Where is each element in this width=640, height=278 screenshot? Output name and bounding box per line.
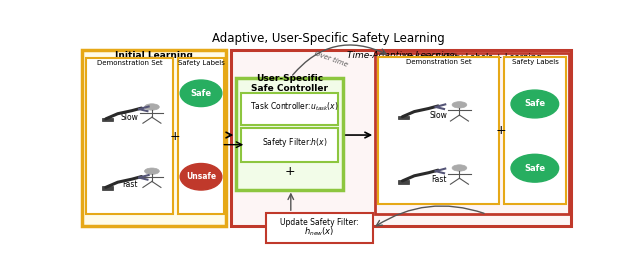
- FancyBboxPatch shape: [241, 128, 338, 162]
- FancyBboxPatch shape: [236, 78, 343, 190]
- Text: Update Safety Labels + Learning: Update Safety Labels + Learning: [403, 53, 541, 63]
- Text: Over time: Over time: [314, 51, 349, 68]
- FancyBboxPatch shape: [231, 51, 571, 226]
- Text: Unsafe: Unsafe: [186, 172, 216, 181]
- Text: Adaptive, User-Specific Safety Learning: Adaptive, User-Specific Safety Learning: [212, 32, 444, 45]
- Text: Fast: Fast: [431, 175, 446, 185]
- Text: Demonstration Set: Demonstration Set: [97, 60, 162, 66]
- FancyBboxPatch shape: [102, 186, 113, 190]
- Ellipse shape: [511, 154, 559, 182]
- Text: Safety Filter:$h(x)$: Safety Filter:$h(x)$: [262, 136, 327, 149]
- Text: $h_{new}(x)$: $h_{new}(x)$: [304, 226, 335, 238]
- Text: Time-Adaptive Learning: Time-Adaptive Learning: [348, 51, 455, 60]
- FancyBboxPatch shape: [399, 116, 410, 119]
- FancyBboxPatch shape: [399, 180, 410, 183]
- Text: +: +: [170, 130, 180, 143]
- FancyBboxPatch shape: [375, 53, 568, 214]
- Circle shape: [452, 165, 467, 171]
- FancyBboxPatch shape: [504, 57, 566, 203]
- FancyBboxPatch shape: [378, 57, 499, 203]
- Ellipse shape: [511, 90, 559, 118]
- Circle shape: [452, 102, 467, 108]
- Text: +: +: [284, 165, 295, 178]
- Circle shape: [145, 104, 159, 110]
- Text: Fast: Fast: [122, 180, 138, 189]
- FancyBboxPatch shape: [102, 118, 113, 121]
- Text: +: +: [495, 124, 506, 137]
- Text: Slow: Slow: [121, 113, 138, 122]
- Text: Demonstration Set: Demonstration Set: [406, 59, 471, 65]
- Ellipse shape: [180, 163, 222, 190]
- Circle shape: [145, 168, 159, 174]
- Text: Safe: Safe: [524, 100, 545, 108]
- Text: User-Specific
Safe Controller: User-Specific Safe Controller: [251, 74, 328, 93]
- FancyBboxPatch shape: [266, 213, 372, 243]
- Ellipse shape: [180, 80, 222, 106]
- Text: Task Controller:$u_{task}(x)$: Task Controller:$u_{task}(x)$: [250, 101, 339, 113]
- Text: Safety Labels: Safety Labels: [177, 60, 225, 66]
- Text: Safe: Safe: [524, 164, 545, 173]
- Text: Safe: Safe: [191, 89, 212, 98]
- FancyBboxPatch shape: [178, 58, 224, 214]
- FancyBboxPatch shape: [241, 93, 338, 125]
- FancyBboxPatch shape: [83, 51, 227, 226]
- Text: Initial Learning: Initial Learning: [115, 51, 193, 60]
- FancyBboxPatch shape: [86, 58, 173, 214]
- Text: Slow: Slow: [429, 111, 447, 120]
- Text: Update Safety Filter:: Update Safety Filter:: [280, 218, 358, 227]
- Text: Safety Labels: Safety Labels: [511, 59, 559, 65]
